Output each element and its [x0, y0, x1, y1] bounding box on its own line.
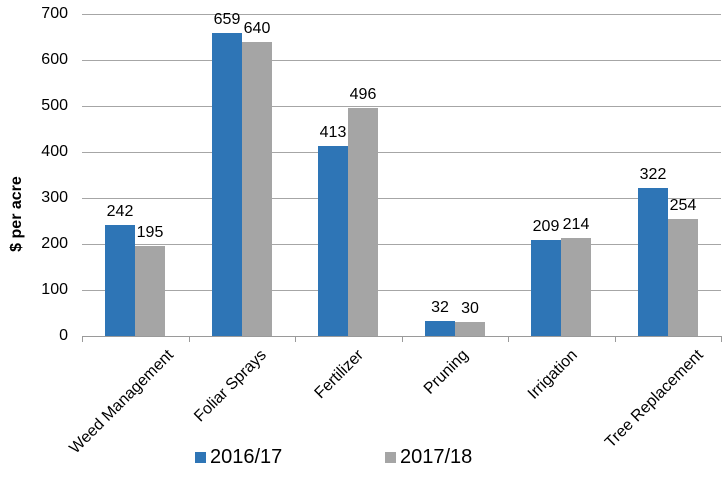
- data-label: 322: [639, 166, 667, 183]
- data-label: 32: [431, 299, 449, 316]
- gridline: [82, 244, 721, 245]
- x-tick-mark: [189, 336, 190, 342]
- legend-label: 2016/17: [210, 446, 283, 468]
- x-tick-label: Weed Management: [66, 346, 178, 458]
- bar-2017-18: [242, 42, 272, 336]
- y-tick-label: 200: [41, 235, 68, 252]
- x-tick-label: Tree Replacement: [602, 346, 707, 452]
- bar-2016-17: [105, 225, 135, 336]
- y-tick-label: 300: [41, 189, 68, 206]
- y-tick-label: 100: [41, 281, 68, 298]
- legend-swatch-icon: [195, 451, 206, 463]
- legend-item: 2017/18: [385, 447, 472, 467]
- legend-swatch-icon: [385, 451, 396, 463]
- data-label: 640: [243, 20, 271, 37]
- gridline: [82, 60, 721, 61]
- x-tick-label: Irrigation: [524, 346, 581, 403]
- gridline: [82, 290, 721, 291]
- bar-2016-17: [318, 146, 348, 336]
- y-tick-label: 600: [41, 51, 68, 68]
- x-tick-mark: [615, 336, 616, 342]
- data-label: 209: [532, 218, 560, 235]
- data-label: 413: [319, 124, 347, 141]
- data-label: 242: [106, 203, 134, 220]
- data-label: 195: [136, 224, 164, 241]
- x-tick-mark: [721, 336, 722, 342]
- x-tick-mark: [508, 336, 509, 342]
- legend-item: 2016/17: [195, 447, 282, 467]
- bar-2016-17: [212, 33, 242, 336]
- x-tick-mark: [295, 336, 296, 342]
- data-label: 496: [349, 86, 377, 103]
- data-label: 659: [213, 11, 241, 28]
- x-tick-label: Fertilizer: [311, 346, 368, 403]
- gridline: [82, 198, 721, 199]
- x-tick-mark: [82, 336, 83, 342]
- bar-2016-17: [638, 188, 668, 336]
- legend-label: 2017/18: [400, 446, 473, 468]
- bar-2017-18: [668, 219, 698, 336]
- data-label: 214: [562, 216, 590, 233]
- bar-2017-18: [348, 108, 378, 336]
- x-tick-label: Pruning: [420, 346, 472, 398]
- gridline: [82, 152, 721, 153]
- bar-2017-18: [455, 322, 485, 336]
- data-label: 254: [669, 197, 697, 214]
- gridline: [82, 14, 721, 15]
- x-tick-mark: [402, 336, 403, 342]
- x-tick-label: Foliar Sprays: [191, 346, 270, 426]
- y-tick-label: 0: [59, 327, 68, 344]
- y-tick-label: 500: [41, 97, 68, 114]
- y-tick-label: 700: [41, 5, 68, 22]
- gridline: [82, 106, 721, 107]
- y-tick-label: 400: [41, 143, 68, 160]
- x-axis-line: [82, 336, 721, 337]
- bar-2016-17: [531, 240, 561, 336]
- bar-2016-17: [425, 321, 455, 336]
- bar-2017-18: [561, 238, 591, 336]
- data-label: 30: [461, 300, 479, 317]
- bar-2017-18: [135, 246, 165, 336]
